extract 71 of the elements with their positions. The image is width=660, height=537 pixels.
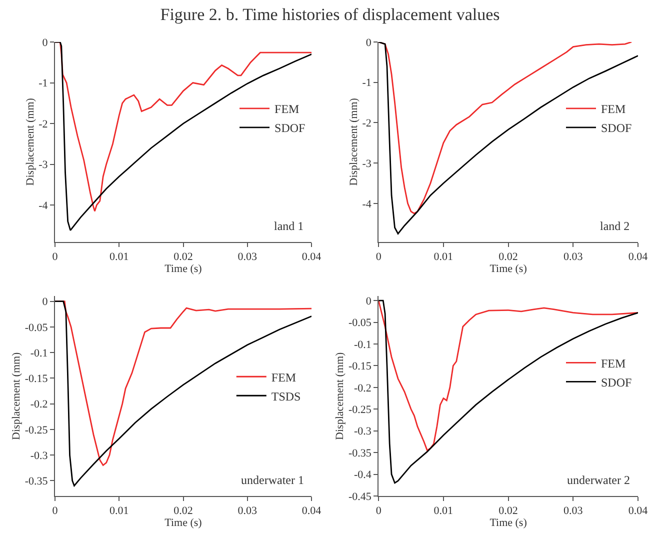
y-tick-label: -0.05 xyxy=(24,322,48,334)
x-axis-title: Time (s) xyxy=(490,262,528,275)
legend-label: FEM xyxy=(274,102,300,116)
line-series xyxy=(378,300,638,484)
y-tick-label: -1 xyxy=(362,77,372,90)
x-tick-label: 0.02 xyxy=(498,250,518,263)
legend-label: FEM xyxy=(601,102,626,116)
x-tick-label: 0 xyxy=(52,250,58,263)
y-tick-label: -0.25 xyxy=(348,404,372,416)
y-axis-title: Displacement (mm) xyxy=(10,352,23,440)
x-tick-label: 0.04 xyxy=(628,250,648,263)
y-axis-title: Displacement (mm) xyxy=(334,352,346,440)
x-tick-label: 0.03 xyxy=(238,505,258,518)
y-tick-label: -3 xyxy=(362,158,372,170)
x-tick-label: 0.04 xyxy=(302,250,322,263)
y-tick-label: -0.1 xyxy=(354,338,372,351)
y-tick-label: 0 xyxy=(42,36,48,49)
y-tick-label: -4 xyxy=(362,198,372,210)
y-tick-label: -0.3 xyxy=(30,450,48,462)
y-tick-label: -0.45 xyxy=(348,490,372,503)
y-tick-label: -3 xyxy=(38,159,48,172)
y-tick-label: -0.1 xyxy=(30,347,48,360)
x-tick-label: 0.01 xyxy=(434,505,454,518)
x-tick-label: 0.04 xyxy=(302,505,322,518)
legend-label: FEM xyxy=(601,356,626,370)
line-series xyxy=(378,300,638,452)
y-tick-label: 0 xyxy=(42,296,48,308)
legend-label: TSDS xyxy=(271,389,301,404)
x-tick-label: 0.02 xyxy=(174,505,193,518)
annotation: land 1 xyxy=(274,219,304,233)
y-tick-label: 0 xyxy=(366,36,372,49)
legend-label: FEM xyxy=(271,370,296,384)
legend-label: SDOF xyxy=(601,375,632,390)
x-tick-label: 0 xyxy=(52,505,58,518)
x-axis-title: Time (s) xyxy=(164,517,202,530)
y-tick-label: -0.3 xyxy=(354,426,372,438)
y-tick-label: 0 xyxy=(366,295,372,308)
legend-label: SDOF xyxy=(601,121,632,136)
y-axis-title: Displacement (mm) xyxy=(24,98,36,186)
y-tick-label: -0.05 xyxy=(348,317,372,330)
x-tick-label: 0.02 xyxy=(174,250,193,263)
x-tick-label: 0.01 xyxy=(110,505,129,518)
chart-title: Figure 2. b. Time histories of displacement values xyxy=(160,4,500,24)
x-axis-title: Time (s) xyxy=(490,517,528,530)
y-tick-label: -0.15 xyxy=(348,360,372,373)
y-tick-label: -4 xyxy=(38,200,48,212)
x-tick-label: 0.03 xyxy=(238,250,258,263)
y-tick-label: -2 xyxy=(38,118,48,130)
y-tick-label: -2 xyxy=(362,118,372,130)
annotation: underwater 1 xyxy=(241,473,304,487)
x-tick-label: 0 xyxy=(376,505,382,518)
y-tick-label: -0.35 xyxy=(24,475,48,488)
y-tick-label: -0.25 xyxy=(24,424,48,436)
x-tick-label: 0.01 xyxy=(110,250,129,263)
y-tick-label: -0.15 xyxy=(24,373,48,386)
annotation: underwater 2 xyxy=(567,473,630,487)
x-tick-label: 0.04 xyxy=(628,505,648,518)
y-tick-label: -0.4 xyxy=(354,469,372,482)
y-tick-label: -0.2 xyxy=(354,382,372,394)
x-tick-label: 0.03 xyxy=(564,250,584,263)
y-tick-label: -1 xyxy=(38,78,48,90)
y-tick-label: -0.2 xyxy=(30,398,48,411)
x-tick-label: 0.02 xyxy=(498,505,518,518)
y-axis-title: Displacement (mm) xyxy=(348,98,360,186)
annotation: land 2 xyxy=(600,219,630,233)
x-tick-label: 0.01 xyxy=(434,250,454,263)
y-tick-label: -0.35 xyxy=(348,447,372,460)
x-tick-label: 0.03 xyxy=(564,505,584,518)
x-axis-title: Time (s) xyxy=(164,262,202,275)
legend-label: SDOF xyxy=(274,121,306,136)
x-tick-label: 0 xyxy=(376,250,382,263)
